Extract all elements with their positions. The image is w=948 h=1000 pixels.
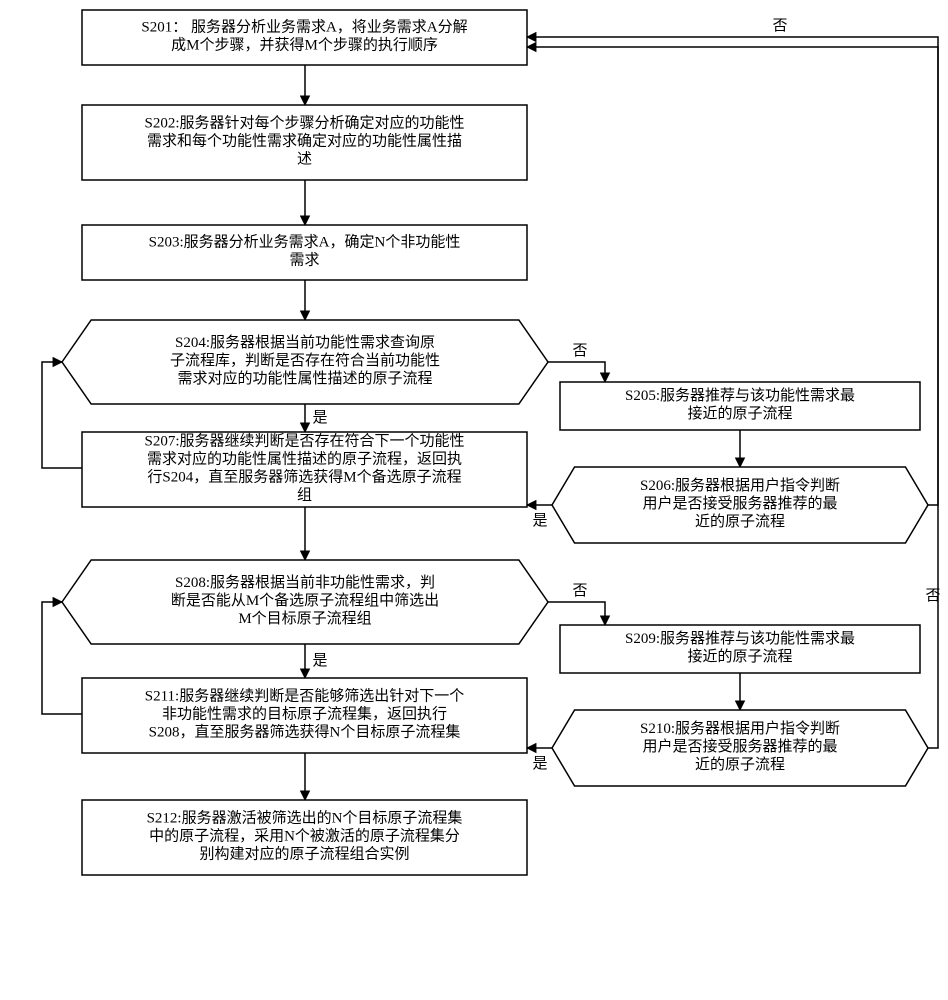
node-s202: S202:服务器针对每个步骤分析确定对应的功能性需求和每个功能性需求确定对应的功… <box>82 105 527 180</box>
node-s208: S208:服务器根据当前非功能性需求，判断是否能从M个备选原子流程组中筛选出M个… <box>62 560 548 644</box>
node-s205: S205:服务器推荐与该功能性需求最接近的原子流程 <box>560 382 920 430</box>
edge-label-e4: 是 <box>312 410 327 426</box>
nodes-layer: S201： 服务器分析业务需求A，将业务需求A分解成M个步骤，并获得M个步骤的执… <box>62 10 928 875</box>
edge-label-e7: 否 <box>572 343 587 359</box>
node-s212: S212:服务器激活被筛选出的N个目标原子流程集中的原子流程，采用N个被激活的原… <box>82 800 527 875</box>
node-s210: S210:服务器根据用户指令判断用户是否接受服务器推荐的最近的原子流程 <box>552 710 928 786</box>
edge-label-e9: 是 <box>532 513 547 529</box>
svg-text:S211:服务器继续判断是否能够筛选出针对下一个非功能性需求: S211:服务器继续判断是否能够筛选出针对下一个非功能性需求的目标原子流程集，返… <box>145 688 464 741</box>
node-s204: S204:服务器根据当前功能性需求查询原子流程库，判断是否存在符合当前功能性需求… <box>62 320 548 404</box>
edge-label-e10: 否 <box>772 18 787 34</box>
node-s203: S203:服务器分析业务需求A，确定N个非功能性需求 <box>82 225 527 280</box>
node-s206: S206:服务器根据用户指令判断用户是否接受服务器推荐的最近的原子流程 <box>552 467 928 543</box>
node-s201: S201： 服务器分析业务需求A，将业务需求A分解成M个步骤，并获得M个步骤的执… <box>82 10 527 65</box>
edge-e7 <box>548 362 605 382</box>
edge-e14 <box>548 602 605 625</box>
node-s211: S211:服务器继续判断是否能够筛选出针对下一个非功能性需求的目标原子流程集，返… <box>82 678 527 753</box>
edge-label-e16: 是 <box>532 756 547 772</box>
node-s209: S209:服务器推荐与该功能性需求最接近的原子流程 <box>560 625 920 673</box>
flowchart-diagram: 是否是否是否是否 S201： 服务器分析业务需求A，将业务需求A分解成M个步骤，… <box>0 0 948 1000</box>
edge-label-e11: 是 <box>312 653 327 669</box>
edge-label-e17: 否 <box>925 588 940 604</box>
node-s207: S207:服务器继续判断是否存在符合下一个功能性需求对应的功能性属性描述的原子流… <box>82 432 527 507</box>
edge-label-e14: 否 <box>572 583 587 599</box>
svg-text:S204:服务器根据当前功能性需求查询原子流程库，判断是否存: S204:服务器根据当前功能性需求查询原子流程库，判断是否存在符合当前功能性需求… <box>170 334 440 387</box>
edge-e10 <box>527 37 938 505</box>
